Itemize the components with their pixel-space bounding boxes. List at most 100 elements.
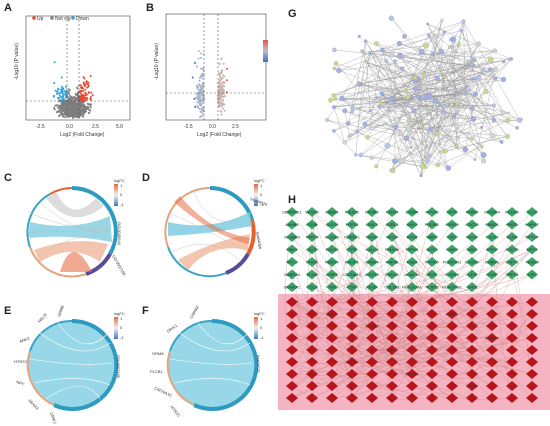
- red-node: [346, 321, 358, 331]
- network-node: [469, 63, 474, 67]
- network-node: [393, 59, 397, 63]
- tick-x-2: 0.0: [209, 124, 216, 130]
- green-node: [466, 282, 478, 292]
- network-node: [369, 155, 374, 160]
- network-edge: [463, 21, 474, 66]
- green-node: [346, 232, 358, 242]
- legend-not-sig: Not sig: [55, 16, 71, 22]
- network-edge: [451, 236, 513, 351]
- red-node: [326, 357, 338, 367]
- red-node: [326, 393, 338, 403]
- network-edge: [408, 60, 474, 130]
- network-node: [412, 79, 417, 84]
- gene-label-3: GRM8: [152, 351, 164, 356]
- volcano-point: [84, 88, 87, 91]
- network-edge: [366, 62, 440, 90]
- green-node-label: CDN: [348, 285, 357, 290]
- network-edge: [352, 105, 494, 109]
- volcano-point: [219, 97, 222, 100]
- network-node: [445, 165, 452, 171]
- volcano-point: [68, 114, 71, 117]
- network-node: [442, 148, 448, 154]
- network-node: [431, 51, 436, 56]
- green-node-label: ANK2: [407, 222, 418, 227]
- volcano-point: [200, 67, 203, 70]
- green-node: [526, 219, 538, 230]
- term-label-1: hsa04725: [256, 355, 261, 373]
- green-node-label: NSD: [468, 247, 477, 252]
- network-edge: [371, 286, 433, 307]
- green-node: [486, 232, 498, 242]
- chord-diagram-d: logFC 1 0 -1 hsa04080 hsa04024: [164, 178, 269, 278]
- green-node-label: PTPRO: [425, 260, 439, 265]
- green-node: [466, 232, 478, 242]
- green-node: [366, 269, 378, 280]
- network-edge: [331, 224, 453, 375]
- volcano-point: [72, 109, 75, 111]
- volcano-point: [77, 108, 80, 111]
- hub-network-h: SERPINE1 VEGFB SMAD1 PIEZO2 HIF3A2 TSHZ4 CD58A…: [278, 207, 550, 410]
- green-node: [426, 207, 438, 217]
- network-node: [384, 143, 391, 149]
- green-node: [526, 269, 538, 280]
- network-edge: [414, 50, 495, 82]
- green-node: [506, 257, 518, 267]
- network-node: [489, 132, 496, 139]
- volcano-point: [82, 113, 85, 116]
- red-node: [506, 345, 518, 355]
- red-node: [486, 393, 498, 403]
- green-node: [326, 232, 338, 242]
- network-edge: [366, 62, 419, 78]
- green-node: [446, 207, 458, 217]
- network-edge: [327, 119, 466, 150]
- network-edge: [435, 100, 441, 153]
- network-edge: [366, 62, 449, 169]
- green-node-label: NRGN: [366, 235, 378, 240]
- green-node-label: CAPN9: [445, 272, 459, 277]
- green-node: [286, 232, 298, 242]
- volcano-point: [63, 102, 65, 105]
- network-node: [450, 45, 454, 49]
- green-node: [426, 257, 438, 267]
- network-node: [442, 111, 446, 115]
- volcano-point: [82, 97, 85, 100]
- network-node: [438, 64, 441, 68]
- volcano-point: [221, 84, 224, 87]
- volcano-point: [60, 76, 63, 79]
- network-edge: [291, 325, 353, 387]
- volcano-point: [68, 95, 71, 97]
- volcano-point: [220, 83, 223, 86]
- volcano-point: [86, 102, 89, 105]
- network-edge: [367, 97, 397, 138]
- green-node-label: RCN: [428, 272, 437, 277]
- x-axis-label: Log2 (Fold Change): [60, 132, 105, 138]
- volcano-point: [74, 110, 77, 113]
- panel-a-label: A: [4, 2, 12, 14]
- network-node: [398, 131, 404, 137]
- red-node: [346, 381, 358, 391]
- green-node-label: RND3: [507, 222, 519, 227]
- red-node: [466, 333, 478, 343]
- network-edge: [370, 21, 464, 53]
- network-edge: [351, 349, 433, 387]
- green-node: [326, 269, 338, 280]
- volcano-point: [72, 113, 75, 116]
- volcano-point: [71, 111, 74, 114]
- red-node-label: GRM8: [466, 384, 478, 389]
- network-node: [507, 111, 510, 115]
- green-node-label: SMAD1: [325, 210, 340, 215]
- green-node-label: VEGFB: [305, 210, 319, 215]
- red-node: [286, 393, 298, 403]
- network-edge: [330, 58, 512, 101]
- network-edge: [311, 337, 393, 387]
- network-node: [387, 96, 394, 102]
- network-edge: [478, 77, 504, 113]
- network-node: [419, 163, 425, 169]
- red-node: [366, 309, 378, 319]
- network-edge: [382, 49, 520, 121]
- volcano-point: [60, 91, 63, 94]
- red-node: [286, 381, 298, 391]
- network-edge: [341, 98, 407, 105]
- volcano-point: [219, 81, 222, 84]
- volcano-point: [222, 107, 224, 110]
